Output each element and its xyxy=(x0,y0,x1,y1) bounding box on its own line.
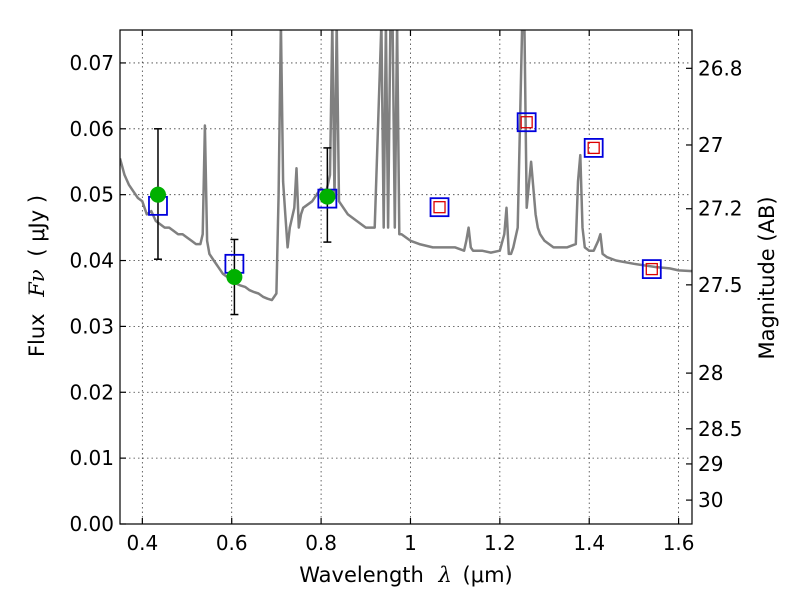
y-tick-label: 0.05 xyxy=(69,183,114,207)
mag-tick-label: 28 xyxy=(698,361,723,385)
observed-point xyxy=(149,186,166,203)
plot-frame xyxy=(119,29,693,525)
x-axis-title-symbol: λ xyxy=(438,563,452,587)
mag-tick-label: 28.5 xyxy=(698,417,743,441)
model-box-inner xyxy=(433,201,446,214)
x-tick-label: 1 xyxy=(404,531,417,555)
x-axis-title-unit: (μm) xyxy=(463,563,513,587)
mag-tick-label: 26.8 xyxy=(698,56,743,80)
y-tick-label: 0.02 xyxy=(69,380,114,404)
y-tick-label: 0.04 xyxy=(69,249,114,273)
y-axis-title-symbol: Fν xyxy=(25,269,49,298)
model-box xyxy=(583,138,604,158)
y-axis-title-text: Flux xyxy=(25,313,49,357)
spectrum-layer xyxy=(120,30,692,302)
y-axis-title-unit: ( μJy ) xyxy=(25,195,49,257)
x-tick-label: 1.6 xyxy=(663,531,695,555)
observed-point xyxy=(226,269,243,285)
tick-layer xyxy=(120,30,692,525)
mag-tick-label: 27 xyxy=(698,133,723,157)
x-tick-label: 0.8 xyxy=(305,531,337,555)
model-box-inner xyxy=(587,141,600,155)
observed-point xyxy=(319,188,336,205)
x-axis-title-text: Wavelength xyxy=(299,563,424,587)
model-box xyxy=(641,259,662,279)
grid xyxy=(120,30,692,525)
y-tick-label: 0.00 xyxy=(69,512,114,536)
spectrum-line xyxy=(120,30,692,302)
y-tick-label: 0.03 xyxy=(69,314,114,338)
x-tick-label: 1.4 xyxy=(573,531,605,555)
observed-point-layer xyxy=(149,186,336,285)
y-tick-label: 0.06 xyxy=(69,117,114,141)
mag-tick-label: 30 xyxy=(698,488,723,512)
x-tick-label: 0.4 xyxy=(126,531,158,555)
x-axis-title: Wavelength λ (μm) xyxy=(299,563,512,587)
x-tick-label: 0.6 xyxy=(216,531,248,555)
y-tick-label: 0.07 xyxy=(69,51,114,75)
mag-tick-label: 27.5 xyxy=(698,273,743,297)
model-box xyxy=(429,197,450,218)
mag-tick-label: 27.2 xyxy=(698,197,743,221)
x-tick-label: 1.2 xyxy=(484,531,516,555)
model-box-inner xyxy=(520,116,533,129)
model-box-layer xyxy=(148,112,662,279)
tick-label-layer: 0.4 0.6 0.8 1 1.2 1.4 1.6 0.00 0.01 0.02 0.03 0.04 0… xyxy=(69,51,742,555)
mag-tick-label: 29 xyxy=(698,452,723,476)
y-axis-title: Flux Fν ( μJy ) xyxy=(25,195,49,357)
model-box-inner xyxy=(645,262,658,276)
model-box xyxy=(516,112,537,133)
y-tick-label: 0.01 xyxy=(69,446,114,470)
y2-axis-title: Magnitude (AB) xyxy=(755,196,779,359)
